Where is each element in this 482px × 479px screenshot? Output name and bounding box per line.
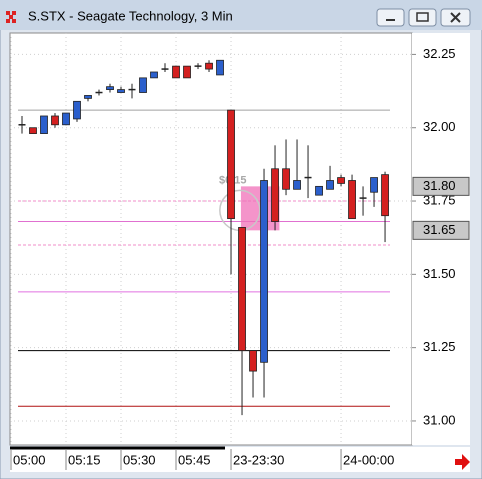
scroll-arrow[interactable] [455,454,470,470]
price-label: 31.65 [423,222,456,237]
candle-body [260,180,268,363]
candle-body [139,77,147,93]
candle-body [29,127,37,134]
y-tick-label: 32.00 [423,119,456,134]
candle-body [40,115,48,134]
candle-body [326,180,334,190]
y-tick-label: 31.50 [423,266,456,281]
plot-area [9,32,413,446]
candle-body [62,112,70,126]
window-buttons[interactable] [376,8,471,27]
candle-body [73,100,81,120]
candle-body [205,62,213,70]
candle-body [249,350,257,372]
candle-body [183,65,191,79]
time-axis [10,447,470,472]
candle-body [370,177,378,193]
price-label-box [412,220,470,240]
candle-body [271,168,279,222]
candle-body [282,168,290,190]
y-tick-label: 32.25 [423,46,456,61]
candle-body [293,180,301,190]
price-label: 31.80 [423,178,456,193]
candle-body [227,109,235,220]
price-label-box [412,176,470,196]
candle-body [51,115,59,126]
window-title: S.STX - Seagate Technology, 3 Min [28,8,233,23]
candle-body [216,59,224,76]
x-tick-label: 05:45 [178,452,211,467]
candle-body [381,174,389,217]
candle-body [150,71,158,79]
candle-body [337,177,345,184]
candle-body [315,185,323,196]
candle-body [106,86,114,90]
y-tick-label: 31.75 [423,192,456,207]
y-tick-label: 31.25 [423,339,456,354]
x-tick-label: 05:15 [68,452,101,467]
x-tick-label: 23-23:30 [233,452,284,467]
x-tick-label: 24-00:00 [343,452,394,467]
x-tick-label: 05:00 [13,452,46,467]
candle-body [238,227,246,351]
candle-body [117,89,125,93]
window-icon [6,11,16,23]
candle-body [84,95,92,99]
minimize-button[interactable] [376,8,405,27]
plot: 32.25 32.00 31.75 31.50 31.25 31.00 05:00 05:15… [10,33,470,470]
x-tick-label: 05:30 [123,452,156,467]
close-icon [450,12,461,23]
maximize-icon [416,12,429,22]
maximize-button[interactable] [408,8,437,27]
candle-body [172,65,180,79]
y-tick-label: 31.00 [423,412,456,427]
candle-body [348,180,356,220]
